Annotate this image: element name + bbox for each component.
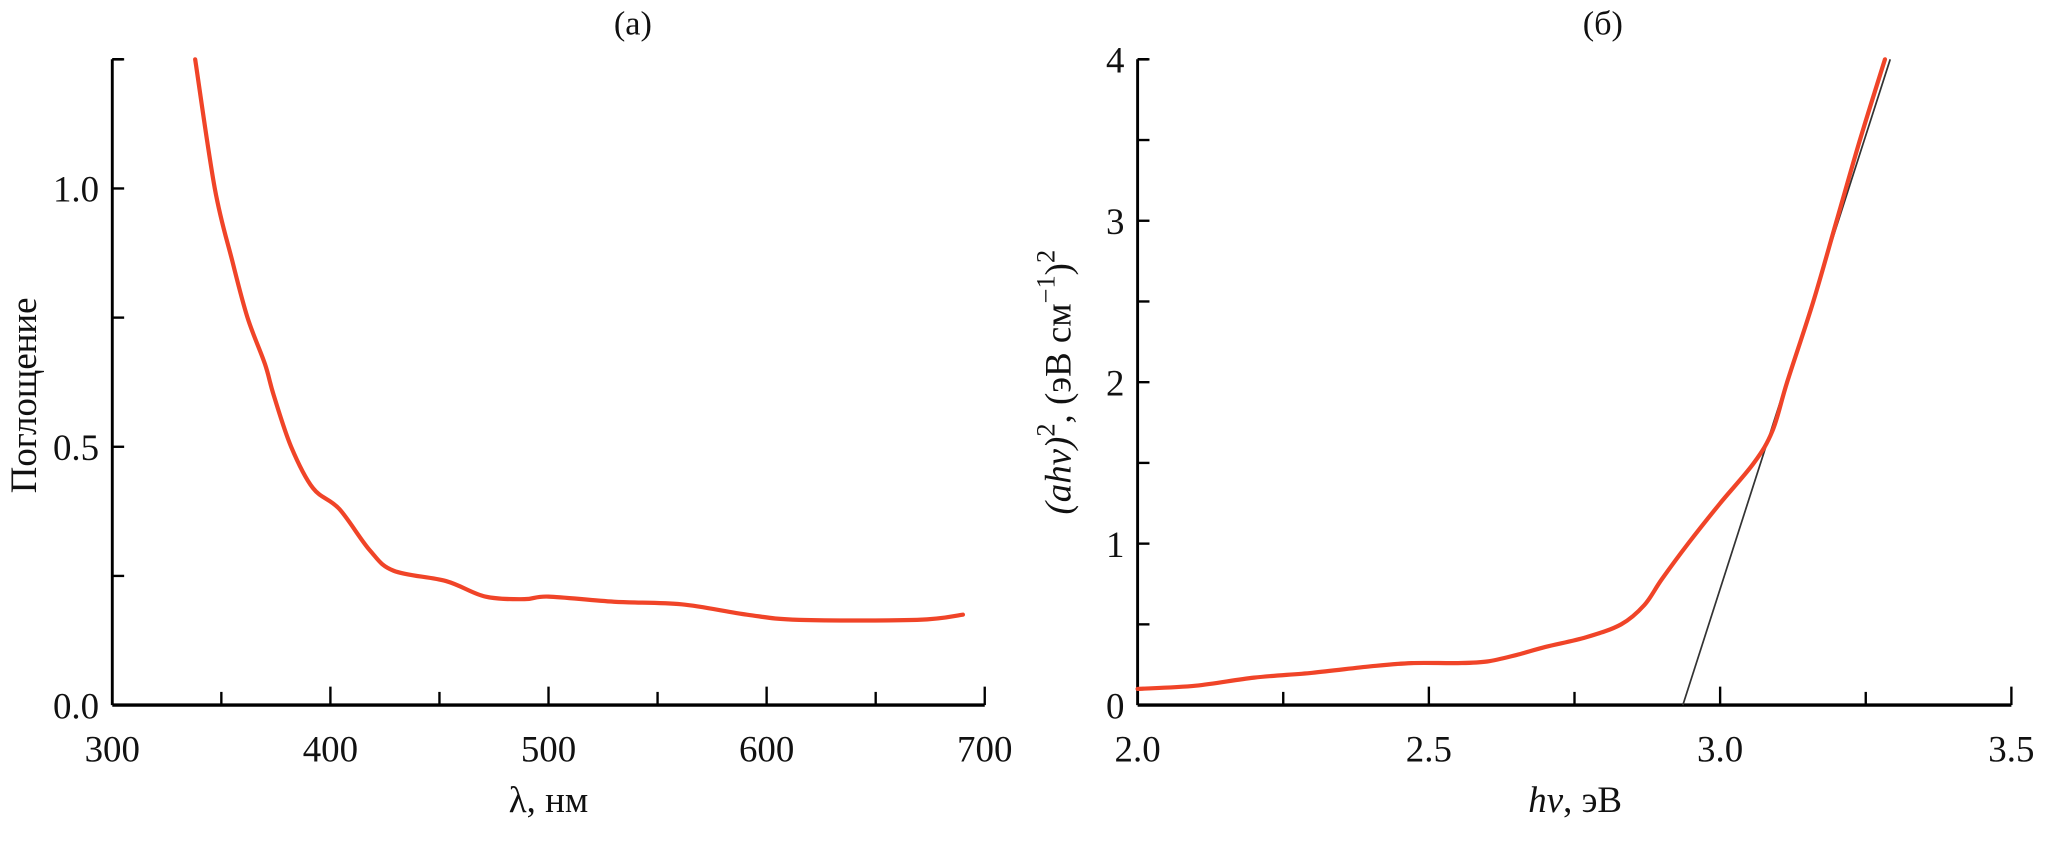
y-tick-label: 3 [1106,201,1124,242]
x-tick-label: 600 [739,729,794,770]
y-title-sup3: 2 [1032,250,1061,263]
panel-b-y-axis-title: (ahν)2, (эВ см−1)2 [1032,250,1080,515]
panel-a-x-axis-title: λ, нм [509,779,588,820]
x-tick-label: 2.0 [1115,729,1161,770]
panel-b: (б) hν, эВ (ahν)2, (эВ см−1)2 2.0 2.5 3.0 3… [1032,4,2035,820]
x-tick-label: 3.5 [1988,729,2034,770]
y-title-mid: , (эВ см [1037,303,1079,423]
y-title-sup1: 2 [1032,423,1061,436]
y-tick-label: 0.0 [53,685,99,726]
data-series-line [1135,57,1888,692]
x-tick-label: 500 [521,729,576,770]
x-tick-label: 2.5 [1406,729,1452,770]
panel-a-title: (a) [614,4,652,42]
panel-b-title: (б) [1583,4,1623,42]
x-tick-label: 400 [303,729,358,770]
y-tick-label: 1.0 [53,169,99,210]
y-tick-label: 0.5 [53,427,99,468]
panel-a: (a) λ, нм Поглощение 300 400 500 600 700 0.0 0… [3,4,1013,820]
y-tick-label: 1 [1106,524,1124,565]
x-title-italic: hν [1528,779,1563,820]
y-tick-label: 2 [1106,362,1124,403]
y-tick-label: 4 [1106,39,1124,80]
y-tick-label: 0 [1106,685,1124,726]
y-title-end: ) [1037,263,1079,275]
x-title-unit: , эВ [1563,779,1622,820]
data-series-line [193,57,966,623]
panel-b-x-axis-title: hν, эВ [1528,779,1622,820]
x-tick-label: 300 [85,729,140,770]
x-tick-label: 700 [957,729,1012,770]
y-title-main: (ahν) [1037,437,1079,515]
panel-a-y-axis-title: Поглощение [3,297,44,493]
x-tick-label: 3.0 [1697,729,1743,770]
y-title-sup2: −1 [1032,275,1061,303]
